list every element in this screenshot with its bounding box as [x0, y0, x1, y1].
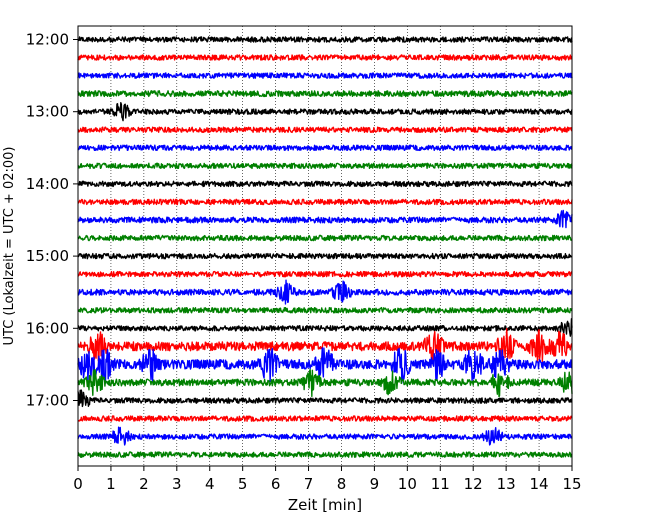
x-tick-label-13: 13: [497, 475, 516, 493]
x-tick-label-9: 9: [370, 475, 380, 493]
trace-14:45: [77, 234, 573, 242]
trace-13:45: [77, 162, 573, 170]
x-tick-label-14: 14: [530, 475, 549, 493]
x-tick-label-4: 4: [205, 475, 215, 493]
trace-17:15: [77, 415, 573, 422]
x-tick-label-2: 2: [139, 475, 149, 493]
plot-area: [78, 26, 572, 466]
trace-12:45: [77, 90, 573, 98]
vertical-gridlines: [110, 26, 540, 466]
y-tick-label-15:00: 15:00: [26, 247, 69, 265]
trace-17:00: [77, 389, 573, 408]
trace-16:00: [77, 318, 573, 337]
x-axis-ticks: 0 1 2 3 4 5 6 7 8 9 10 11 12 13 14 15: [73, 466, 582, 493]
trace-15:00: [77, 252, 573, 260]
x-axis-label: Zeit [min]: [288, 496, 362, 514]
y-axis-label: UTC (Lokalzeit = UTC + 02:00): [2, 147, 17, 346]
x-tick-label-1: 1: [106, 475, 116, 493]
trace-15:45: [77, 306, 573, 314]
x-tick-label-0: 0: [73, 475, 83, 493]
trace-12:00: [77, 36, 573, 43]
trace-16:30: [77, 347, 573, 384]
trace-15:15: [77, 270, 573, 278]
x-tick-label-15: 15: [562, 475, 581, 493]
x-tick-label-11: 11: [431, 475, 450, 493]
x-tick-label-8: 8: [337, 475, 347, 493]
y-axis-ticks: 12:00 13:00 14:00 15:00 16:00 17:00: [26, 31, 78, 410]
y-tick-label-17:00: 17:00: [26, 392, 69, 410]
x-tick-label-10: 10: [398, 475, 417, 493]
y-tick-label-16:00: 16:00: [26, 319, 69, 337]
trace-13:30: [77, 144, 573, 152]
trace-14:00: [77, 180, 573, 188]
trace-13:00: [77, 102, 573, 122]
trace-16:15: [77, 327, 573, 365]
trace-17:45: [77, 451, 573, 458]
trace-14:30: [77, 209, 573, 229]
trace-14:15: [77, 198, 573, 206]
plot-frame: [77, 25, 573, 467]
seismic-traces: [77, 36, 573, 458]
x-tick-label-12: 12: [464, 475, 483, 493]
y-tick-label-13:00: 13:00: [26, 103, 69, 121]
trace-12:15: [77, 54, 573, 61]
x-tick-label-3: 3: [172, 475, 182, 493]
trace-16:45: [77, 368, 573, 398]
x-tick-label-7: 7: [304, 475, 314, 493]
trace-17:30: [77, 426, 573, 446]
y-tick-label-14:00: 14:00: [26, 175, 69, 193]
x-tick-label-5: 5: [238, 475, 248, 493]
trace-15:30: [77, 279, 573, 305]
x-tick-label-6: 6: [271, 475, 281, 493]
trace-13:15: [77, 126, 573, 134]
y-tick-label-12:00: 12:00: [26, 31, 69, 49]
trace-12:30: [77, 72, 573, 79]
